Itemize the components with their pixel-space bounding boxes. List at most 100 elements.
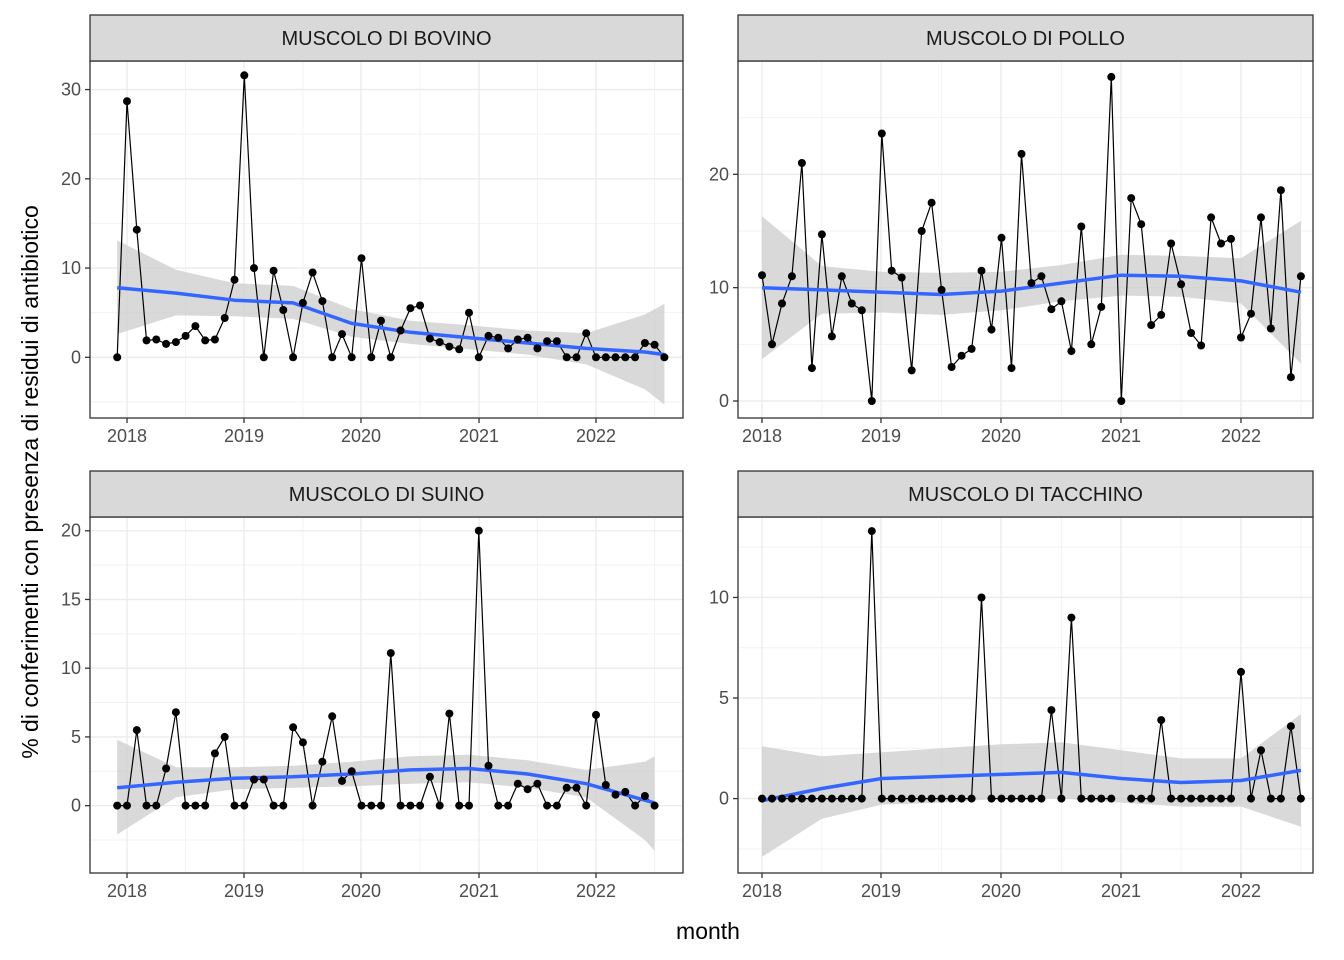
data-point — [887, 794, 896, 803]
data-point — [957, 351, 966, 360]
data-point — [318, 297, 327, 306]
data-point — [650, 801, 659, 810]
x-tick-label: 2018 — [107, 881, 147, 901]
data-point — [543, 801, 552, 810]
data-point — [1257, 746, 1265, 755]
data-point — [1107, 72, 1116, 81]
data-point — [847, 794, 856, 803]
data-point — [907, 794, 916, 803]
data-point — [484, 761, 493, 770]
data-point — [847, 299, 856, 308]
data-point — [504, 344, 513, 353]
y-tick-label: 15 — [61, 589, 81, 609]
y-tick-label: 0 — [71, 347, 81, 367]
data-point — [787, 794, 796, 803]
data-point — [191, 801, 200, 810]
data-point — [435, 338, 444, 347]
data-point — [113, 353, 122, 362]
y-tick-label: 20 — [61, 169, 81, 189]
data-point — [1097, 794, 1106, 803]
data-point — [1127, 194, 1136, 203]
data-point — [967, 794, 976, 803]
data-point — [113, 801, 122, 810]
data-point — [1286, 722, 1295, 731]
data-point — [1237, 667, 1245, 676]
data-point — [797, 794, 806, 803]
data-point — [937, 794, 946, 803]
data-point — [1027, 279, 1036, 288]
x-tick-label: 2018 — [742, 426, 782, 446]
x-axis-title: month — [676, 918, 740, 944]
data-point — [132, 726, 141, 735]
y-tick-label: 10 — [709, 587, 729, 607]
data-point — [1187, 329, 1196, 337]
data-point — [1067, 613, 1076, 622]
data-point — [465, 801, 473, 810]
data-point — [416, 301, 425, 310]
data-point — [778, 794, 786, 803]
data-point — [386, 649, 395, 658]
data-point — [927, 794, 936, 803]
data-point — [1197, 794, 1206, 803]
data-point — [240, 801, 249, 810]
data-point — [660, 353, 669, 362]
data-point — [494, 801, 503, 810]
data-point — [807, 364, 816, 373]
data-point — [533, 779, 542, 788]
data-point — [1286, 373, 1295, 382]
data-point — [523, 785, 532, 794]
data-point — [201, 336, 210, 345]
data-point — [837, 272, 846, 281]
panel-background — [738, 61, 1313, 418]
data-point — [171, 708, 180, 717]
data-point — [1147, 321, 1156, 330]
data-point — [338, 330, 346, 339]
data-point — [877, 129, 886, 138]
data-point — [1276, 186, 1285, 195]
smooth-line — [117, 766, 656, 805]
data-point — [181, 801, 190, 810]
data-point — [1167, 239, 1176, 248]
data-point — [1077, 222, 1086, 231]
data-point — [504, 801, 513, 810]
data-point — [1266, 794, 1275, 803]
data-point — [425, 772, 434, 781]
data-point — [787, 272, 796, 281]
data-point — [152, 335, 161, 344]
data-point — [758, 794, 766, 803]
panel-2: MUSCOLO DI SUINO 0 5 10 15 20 2018 2019 2020 2021… — [61, 470, 684, 901]
data-point — [465, 308, 473, 317]
data-point — [269, 801, 278, 810]
x-tick-label: 2022 — [576, 881, 616, 901]
y-axis-title: % di conferimenti con presenza di residu… — [17, 205, 43, 759]
data-point — [132, 225, 141, 234]
smooth-line — [117, 285, 665, 357]
data-point — [396, 326, 405, 335]
data-point — [123, 97, 131, 106]
data-point — [768, 794, 776, 803]
data-point — [967, 344, 976, 353]
data-point — [210, 749, 219, 758]
data-point — [250, 264, 258, 273]
data-point — [1037, 794, 1046, 803]
data-point — [162, 339, 171, 348]
data-point — [611, 790, 620, 799]
data-point — [797, 159, 806, 167]
data-point — [513, 779, 522, 788]
y-tick-label: 0 — [719, 789, 729, 809]
data-point — [220, 732, 229, 741]
data-point — [1177, 794, 1186, 803]
y-tick-label: 0 — [71, 796, 81, 816]
data-point — [1077, 794, 1086, 803]
data-point — [279, 801, 288, 810]
data-point — [347, 353, 356, 362]
panel-1: MUSCOLO DI POLLO 0 10 20 2018 2019 2020 2021 202… — [709, 14, 1314, 446]
data-point — [1037, 272, 1046, 281]
data-point — [1217, 794, 1225, 803]
x-tick-label: 2019 — [224, 881, 264, 901]
data-point — [572, 353, 581, 362]
data-point — [1107, 794, 1116, 803]
data-point — [552, 801, 561, 810]
confidence-ribbon — [762, 216, 1301, 364]
